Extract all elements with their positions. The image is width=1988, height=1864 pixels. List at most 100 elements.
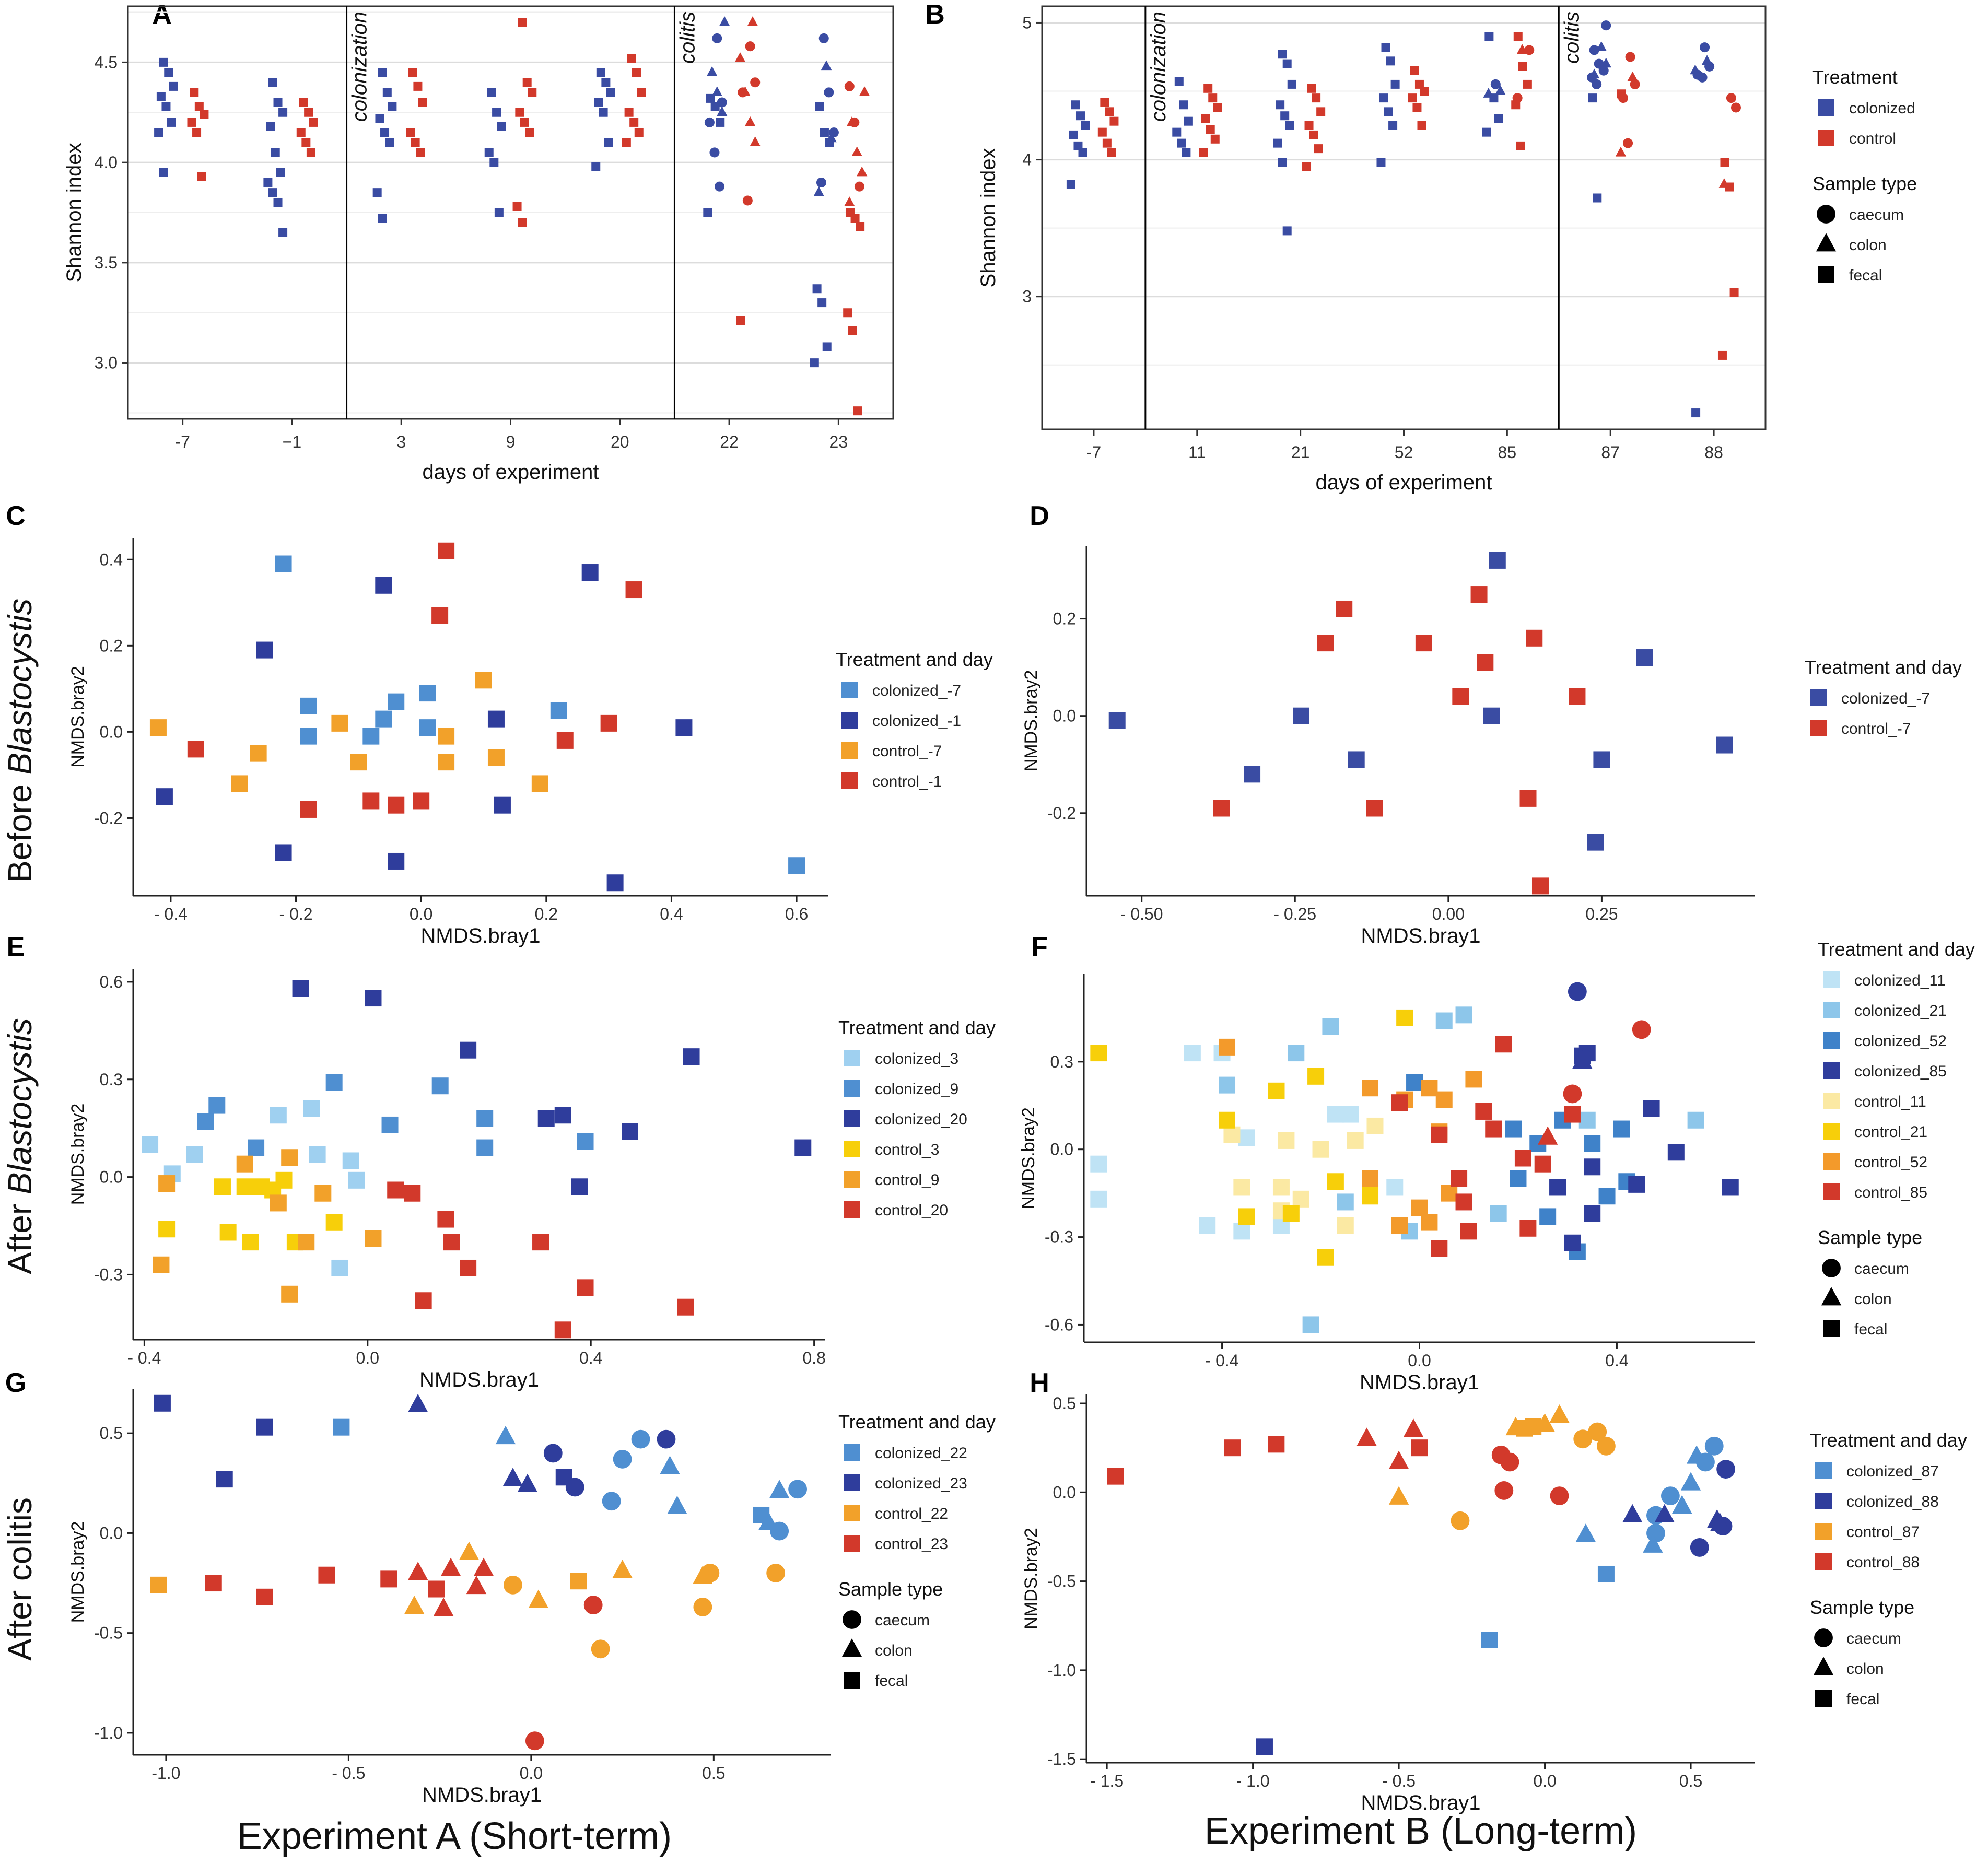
point-control_3-fecal [236,1178,253,1195]
legend-e: Treatment and day colonized_3 colonized_9c… [838,1017,996,1219]
point-control_23-fecal [318,1566,335,1584]
point-colonized_-7-fecal [788,857,805,874]
point-colonized-fecal [489,158,499,167]
legend-label-control_3: control_3 [875,1141,939,1158]
legend-shape-colon [1816,233,1837,252]
x-tick-label: - 0.4 [154,905,188,923]
point-colonized-fecal [1282,59,1292,68]
point-control_9-fecal [365,1230,382,1247]
x-tick-label: - 0.5 [1382,1772,1416,1790]
point-colonized_20-fecal [554,1107,571,1124]
point-colonized_20-fecal [794,1139,812,1156]
point-control-fecal [850,214,860,224]
y-tick-label: 0.4 [100,550,123,569]
legend-label-colonized_21: colonized_21 [1854,1002,1947,1019]
point-control-caecum [1623,138,1633,148]
point-control_-1-fecal [300,801,317,818]
legend-key-control_21 [1823,1123,1840,1140]
point-control_21-fecal [1090,1045,1107,1062]
y-tick-label: 0.3 [100,1070,123,1089]
point-colonized-fecal [167,118,176,127]
point-colonized-caecum [709,147,720,158]
point-control_87-caecum [1588,1422,1607,1441]
point-colonized_-1-fecal [275,844,292,861]
point-colonized-fecal [1376,158,1386,167]
point-colonized_22-colon [758,1511,779,1530]
point-colonized-fecal [161,102,171,111]
point-colonized-fecal [378,68,387,77]
point-control-fecal [197,172,206,181]
point-control_20-fecal [387,1181,404,1199]
point-control-fecal [1309,130,1318,139]
point-control_88-caecum [1550,1486,1569,1506]
point-control_22-fecal [570,1573,587,1590]
point-colonized_11-fecal [1327,1106,1344,1123]
point-control_22-colon [612,1560,633,1578]
point-control_3-fecal [325,1214,343,1231]
point-colonized_3-fecal [348,1171,365,1189]
x-tick-label: - 0.4 [1206,1351,1239,1370]
x-tick-label: 0.4 [1605,1351,1628,1370]
point-colonized-caecum [818,33,829,43]
point-colonized_85-fecal [1584,1158,1601,1176]
point-control-fecal [1513,32,1523,41]
point-control-fecal [515,108,524,117]
row-label-after-name: Blastocystis [1,1018,39,1194]
legend-key-colonized_-1 [841,712,858,729]
y-axis-label: NMDS.bray2 [68,666,88,768]
point-colonized-colon [821,60,832,71]
point-colonized_87-fecal [1481,1632,1498,1648]
point-colonized_9-fecal [476,1110,494,1127]
legend-key-control_-1 [841,772,858,789]
point-control-fecal [736,316,745,325]
legend-key-colonized_23 [844,1474,860,1491]
point-colonized_23-caecum [565,1478,584,1497]
point-colonized_23-caecum [657,1429,676,1449]
point-control_20-fecal [415,1292,432,1309]
point-control_-7-fecal [1415,635,1432,652]
point-control_23-colon [433,1597,454,1616]
point-control_85-colon [1537,1126,1558,1145]
point-control_-1-fecal [413,792,430,810]
point-colonized_-7-fecal [550,702,567,719]
point-control-colon [1516,44,1528,54]
legend-label-colonized_88: colonized_88 [1846,1493,1939,1510]
legend-sample-fecal: fecal [1854,1321,1887,1338]
x-axis-label: days of experiment [1316,471,1492,494]
point-colonized_-7-fecal [362,728,380,745]
point-colonized_21-fecal [1435,1012,1453,1029]
point-control-fecal [632,68,641,77]
point-colonized-caecum [1601,20,1611,31]
panel-letter-e: E [7,932,25,962]
point-control-fecal [306,148,315,157]
point-colonized_23-fecal [154,1394,171,1412]
point-control_-7-fecal [1452,688,1469,705]
x-tick-label: -1.0 [151,1764,180,1783]
point-control-fecal [518,18,527,27]
point-control_23-caecum [583,1596,603,1615]
legend-key-colonized_87 [1815,1462,1832,1479]
point-colonized-colon [1596,41,1607,51]
x-tick-label: 0.00 [1432,905,1465,923]
point-colonized-fecal [263,178,273,187]
point-control_9-fecal [270,1194,287,1212]
point-colonized-fecal [1593,193,1602,203]
point-control_87-caecum [1597,1436,1616,1456]
legend-sample-fecal: fecal [1849,267,1882,284]
x-axis-label: NMDS.bray1 [421,924,541,947]
point-control-fecal [296,128,306,137]
point-control-fecal [192,128,202,137]
point-colonized_88-colon [1622,1504,1643,1522]
point-colonized_22-fecal [333,1418,350,1436]
point-control-fecal [624,108,634,117]
point-colonized_85-fecal [1628,1176,1645,1193]
x-tick-label: 0.0 [356,1349,379,1367]
panel-letter-g: G [5,1368,26,1398]
row-label-colitis: After colitis [1,1497,39,1661]
point-control_21-fecal [1327,1173,1344,1190]
y-tick-label: 4.5 [95,53,118,72]
point-colonized_11-fecal [1090,1155,1107,1173]
x-tick-label: 0.2 [535,905,558,923]
legend-label-control_22: control_22 [875,1505,948,1522]
